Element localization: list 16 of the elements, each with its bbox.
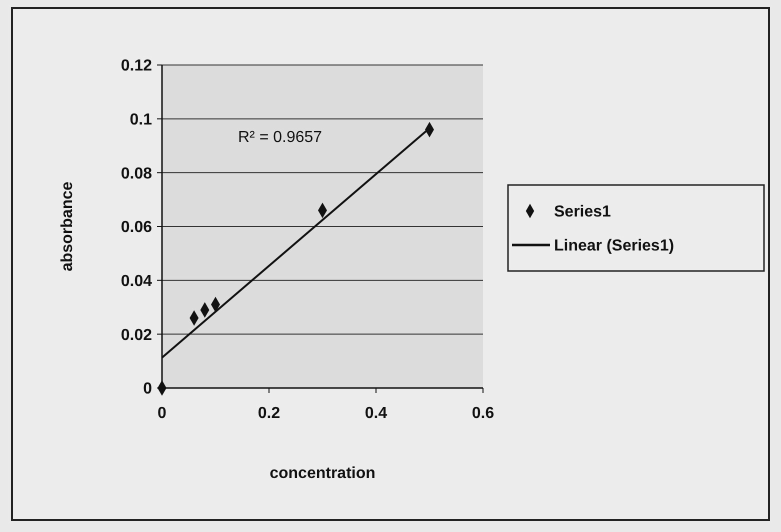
x-tick-label: 0.6 xyxy=(472,405,494,422)
y-tick-label: 0.12 xyxy=(120,58,152,75)
legend-label: Linear (Series1) xyxy=(554,238,674,255)
y-tick-label: 0.1 xyxy=(130,111,152,128)
x-tick-label: 0.4 xyxy=(364,405,388,422)
x-tick-label: 0 xyxy=(158,405,167,422)
y-tick-label: 0.02 xyxy=(120,326,152,344)
annotation: R² = 0.9657 xyxy=(238,129,322,146)
x-axis-title: concentration xyxy=(270,465,376,482)
x-tick-label: 0.2 xyxy=(258,405,280,422)
legend-label: Series1 xyxy=(554,204,612,221)
y-tick-label: 0.04 xyxy=(120,272,152,290)
y-tick-label: 0.06 xyxy=(120,219,152,236)
y-tick-label: 0 xyxy=(143,380,152,398)
y-tick-label: 0.08 xyxy=(120,165,152,182)
y-axis-title: absorbance xyxy=(59,181,76,272)
